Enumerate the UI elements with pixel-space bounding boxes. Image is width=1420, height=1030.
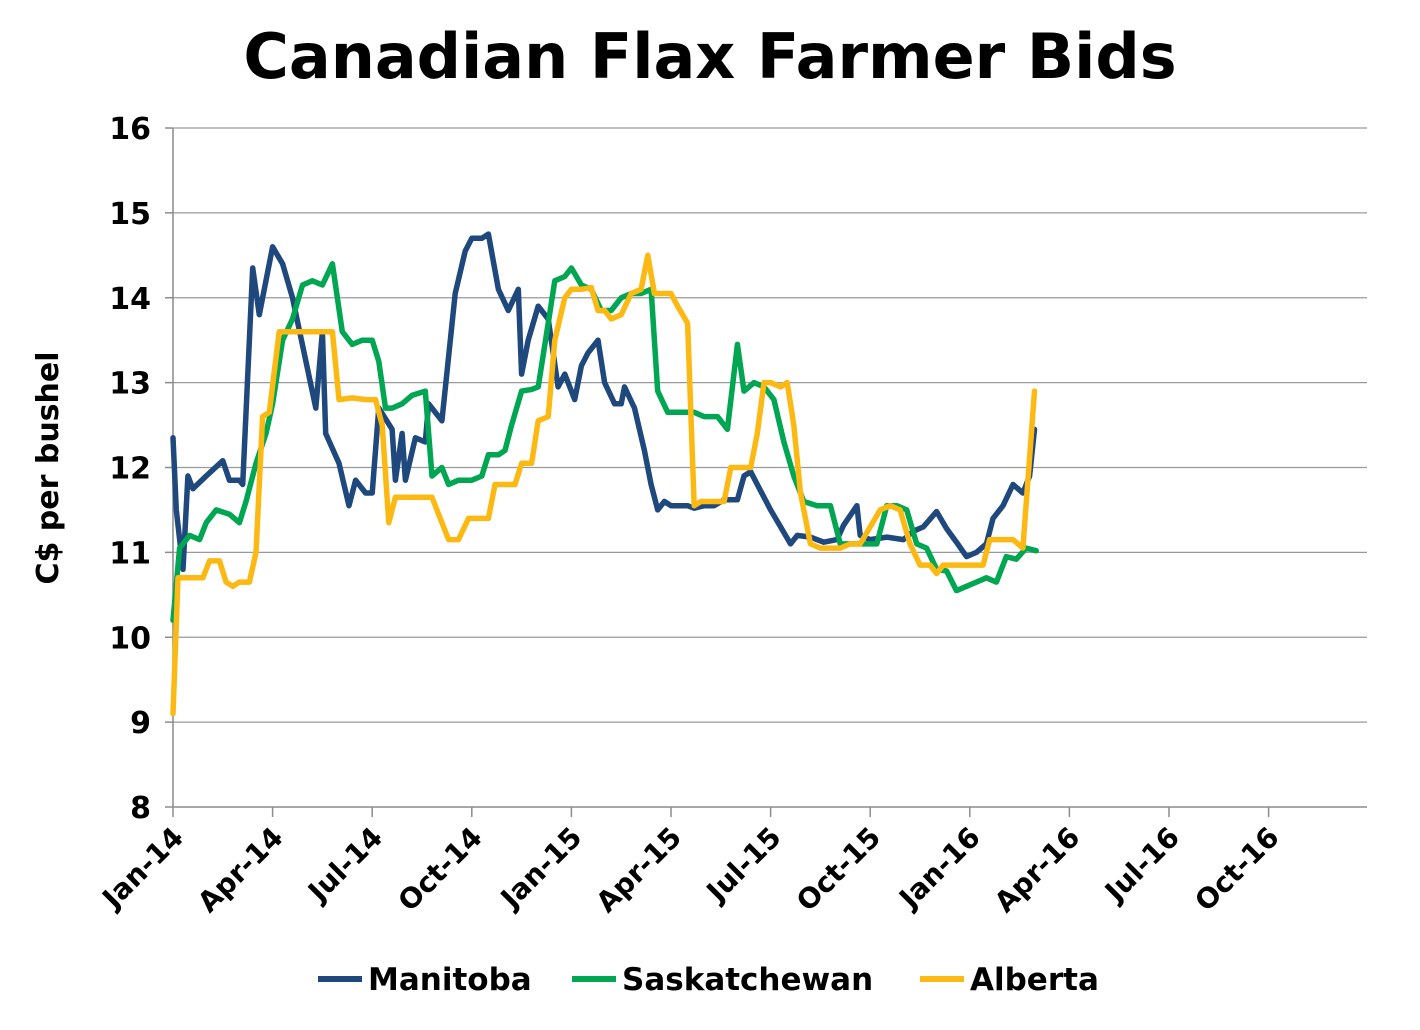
y-tick-label: 11	[109, 536, 151, 571]
x-tick-label: Jan-14	[95, 821, 190, 916]
x-tick-label: Oct-15	[790, 821, 887, 918]
x-tick-label: Oct-14	[392, 821, 489, 918]
legend-label-saskatchewan: Saskatchewan	[622, 962, 873, 998]
y-tick-label: 13	[109, 367, 151, 402]
y-tick-label: 12	[109, 452, 151, 487]
legend: Manitoba Saskatchewan Alberta	[318, 962, 1099, 998]
x-tick-label: Apr-14	[191, 821, 289, 919]
series-line-manitoba	[170, 231, 1038, 573]
axes	[165, 127, 1367, 817]
x-tick-label: Apr-15	[590, 821, 688, 919]
y-tick-label: 10	[109, 621, 151, 656]
series-lines	[170, 231, 1039, 717]
y-tick-label: 9	[130, 706, 151, 741]
series-line-alberta	[170, 252, 1038, 717]
y-tick-labels: 8 9 10 11 12 13 14 15 16	[109, 112, 151, 826]
x-tick-label: Jan-15	[493, 821, 588, 916]
chart-title: Canadian Flax Farmer Bids	[243, 20, 1176, 93]
y-axis-label: C$ per bushel	[31, 351, 66, 584]
x-tick-label: Apr-16	[988, 821, 1086, 919]
y-tick-label: 14	[109, 282, 151, 317]
legend-label-manitoba: Manitoba	[368, 962, 532, 998]
x-tick-label: Jan-16	[891, 821, 986, 916]
x-tick-label: Jul-14	[300, 821, 389, 910]
x-tick-labels: Jan-14 Apr-14 Jul-14 Oct-14 Jan-15 Apr-15 Jul-…	[95, 821, 1286, 919]
x-tick-label: Oct-16	[1188, 821, 1285, 918]
series-line-saskatchewan	[170, 261, 1039, 624]
y-tick-label: 8	[130, 791, 151, 826]
x-tick-label: Jul-15	[699, 821, 788, 910]
x-tick-label: Jul-16	[1097, 821, 1186, 910]
legend-label-alberta: Alberta	[970, 962, 1099, 998]
y-tick-label: 15	[109, 197, 151, 232]
y-tick-label: 16	[109, 112, 151, 147]
gridlines	[173, 127, 1367, 723]
